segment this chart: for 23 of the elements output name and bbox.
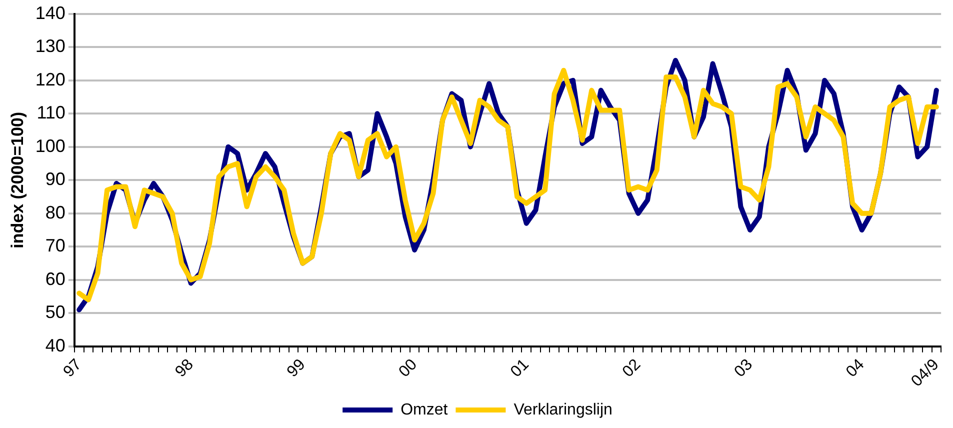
- y-tick-label: 90: [45, 169, 66, 190]
- y-tick-label: 110: [36, 102, 66, 123]
- legend-label: Omzet: [400, 401, 448, 418]
- y-tick-label: 120: [35, 69, 66, 90]
- y-tick-label: 130: [35, 36, 66, 56]
- y-tick-label: 50: [45, 302, 66, 322]
- x-tick-label: 99: [284, 356, 309, 381]
- x-tick-label: 03: [731, 356, 756, 381]
- x-tick-label: 02: [620, 356, 644, 381]
- y-tick-label: 100: [35, 136, 66, 156]
- y-axis-title: index (2000=100): [8, 112, 27, 248]
- y-tick-label: 140: [35, 2, 66, 23]
- x-tick-label: 04/9: [908, 356, 942, 390]
- x-tick-label: 98: [172, 356, 197, 381]
- x-tick-label: 04: [843, 356, 868, 381]
- y-tick-label: 80: [45, 202, 66, 222]
- legend-label: Verklaringslijn: [514, 401, 612, 418]
- y-tick-label: 60: [45, 268, 66, 289]
- y-tick-label: 40: [45, 335, 66, 356]
- x-tick-label: 01: [508, 356, 532, 381]
- x-tick-label: 97: [60, 356, 86, 381]
- y-tick-label: 70: [45, 236, 66, 256]
- x-tick-label: 00: [396, 356, 421, 381]
